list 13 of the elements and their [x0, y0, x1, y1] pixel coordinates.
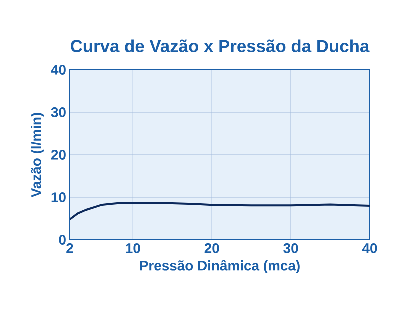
y-tick-label: 20 — [51, 150, 66, 160]
x-tick-label: 20 — [204, 244, 220, 254]
y-tick-label: 40 — [51, 65, 66, 75]
y-tick-label: 0 — [59, 235, 66, 245]
y-tick-label: 30 — [51, 108, 66, 118]
x-tick-label: 10 — [126, 244, 140, 254]
y-axis-title: Vazão (l/min) — [31, 113, 44, 198]
chart-title: Curva de Vazão x Pressão da Ducha — [71, 40, 370, 53]
y-tick-label: 10 — [52, 192, 66, 202]
x-tick-label: 2 — [66, 244, 74, 254]
x-tick-label: 40 — [362, 244, 378, 254]
x-axis-title: Pressão Dinâmica (mca) — [140, 260, 300, 274]
x-tick-label: 30 — [284, 244, 298, 254]
